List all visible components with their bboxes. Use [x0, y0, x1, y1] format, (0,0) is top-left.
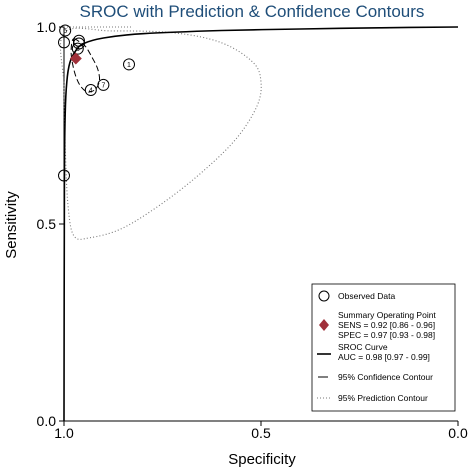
observed-point: [58, 36, 70, 49]
confidence-contour-layer: [70, 38, 101, 93]
observed-point-label: 4: [89, 88, 93, 95]
chart-title: SROC with Prediction & Confidence Contou…: [80, 2, 425, 21]
prediction-contour: [59, 27, 262, 240]
legend-sroc-title: SROC Curve: [338, 342, 388, 352]
legend-observed-label: Observed Data: [338, 291, 395, 301]
y-axis-label: Sensitivity: [3, 191, 20, 259]
legend-sroc-auc: AUC = 0.98 [0.97 - 0.99]: [338, 352, 430, 362]
legend-summary-sens: SENS = 0.92 [0.86 - 0.96]: [338, 320, 435, 330]
legend-summary-spec: SPEC = 0.97 [0.93 - 0.98]: [338, 330, 435, 340]
summary-point-layer: [69, 52, 82, 65]
observed-point: [72, 34, 85, 47]
observed-point: [58, 169, 70, 182]
legend-prediction-label: 95% Prediction Contour: [338, 393, 428, 403]
observed-point-label: 7: [101, 82, 105, 89]
observed-point: [97, 78, 110, 91]
legend-observed-marker: [318, 290, 330, 302]
x-tick-label: 1.0: [54, 425, 74, 441]
y-tick-label: 0.5: [37, 216, 57, 232]
observed-points-layer: 5 6 1 7 4: [58, 24, 136, 182]
axis-ticks-layer: 1.0 0.5 0.0 0.0 0.5 1.0: [37, 19, 468, 441]
legend-confidence-label: 95% Confidence Contour: [338, 372, 433, 382]
x-axis-label: Specificity: [228, 451, 296, 468]
observed-point-label: 5: [63, 28, 67, 35]
observed-point: [72, 37, 85, 50]
legend-summary-marker: [319, 319, 329, 331]
legend-summary-title: Summary Operating Point: [338, 310, 436, 320]
x-tick-label: 0.5: [251, 425, 271, 441]
y-tick-label: 0.0: [37, 413, 57, 429]
observed-point: [84, 84, 97, 97]
observed-point-label: 6: [76, 46, 80, 53]
x-tick-label: 0.0: [448, 425, 468, 441]
observed-point: [71, 42, 84, 55]
y-tick-label: 1.0: [37, 19, 57, 35]
observed-point: [123, 58, 136, 71]
legend: Observed Data Summary Operating Point SE…: [311, 283, 456, 412]
prediction-contour-layer: [59, 27, 262, 240]
legend-box: [311, 283, 456, 412]
summary-operating-point: [69, 52, 82, 65]
observed-point: [59, 24, 72, 37]
confidence-contour: [70, 38, 101, 93]
observed-point-label: 1: [127, 62, 131, 69]
